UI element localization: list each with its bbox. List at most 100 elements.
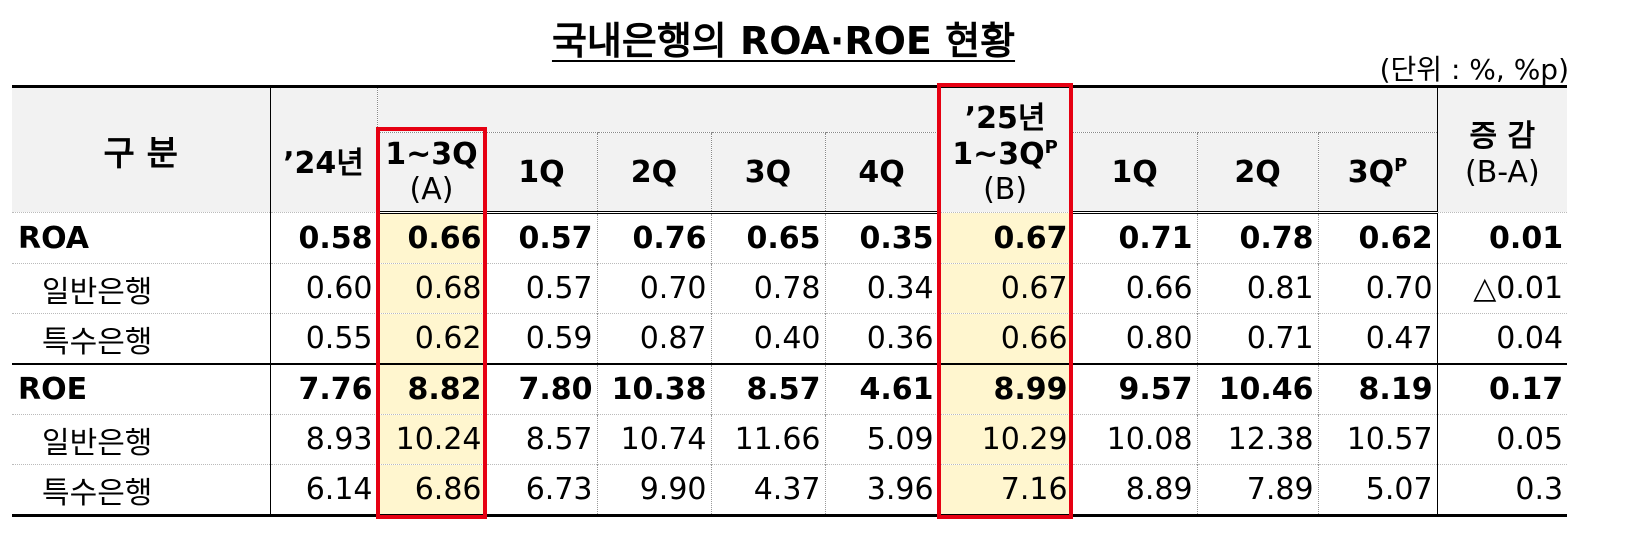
- table-header: 구 분 ’24년 ’25년 1~3QP (B) 증 감 (B-A) 1~3Q (…: [12, 85, 1568, 214]
- table-body: ROA 0.58 0.66 0.57 0.76 0.65 0.35 0.67 0.71 0.78 0…: [12, 212, 1568, 517]
- cell: 6.73: [485, 464, 597, 517]
- cell: 9.57: [1071, 363, 1198, 415]
- table-row: 일반은행 0.60 0.68 0.57 0.70 0.78 0.34 0.67 0.66 0.81…: [12, 263, 1568, 314]
- header-text: (B): [983, 172, 1028, 207]
- cell: 0.66: [376, 212, 486, 264]
- header-cell: 1Q: [485, 132, 597, 214]
- cell: 0.58: [269, 212, 377, 264]
- cell: 0.80: [1071, 313, 1198, 364]
- cell: 0.62: [1317, 212, 1438, 264]
- cell: 10.38: [596, 363, 711, 415]
- cell: 8.89: [1071, 464, 1198, 517]
- cell: 0.17: [1436, 363, 1568, 415]
- header-cell: ’24년: [269, 85, 377, 213]
- header-text: 1~3QP: [939, 137, 1072, 172]
- unit-note: (단위 : %, %p): [1379, 53, 1569, 86]
- row-label: ROE: [12, 363, 270, 415]
- cell: 7.89: [1196, 464, 1319, 517]
- cell: 0.59: [485, 313, 597, 364]
- cell: 0.57: [485, 263, 597, 314]
- title-text: 국내은행의 ROA·ROE 현황: [551, 19, 1016, 63]
- cell: 0.71: [1071, 212, 1198, 264]
- cell: 7.80: [485, 363, 597, 415]
- cell: 10.08: [1071, 414, 1198, 465]
- header-cell: 3Q: [710, 132, 825, 214]
- cell: 0.34: [824, 263, 939, 314]
- cell: 0.66: [937, 313, 1073, 364]
- cell: 0.68: [376, 263, 486, 314]
- row-label: 특수은행: [12, 464, 270, 517]
- header-cell: 증 감 (B-A): [1436, 85, 1568, 213]
- cell: 0.70: [1317, 263, 1438, 314]
- header-text: 3Q: [1347, 154, 1395, 190]
- row-label: 특수은행: [12, 313, 270, 364]
- cell: 10.24: [376, 414, 486, 465]
- row-label: ROA: [12, 212, 270, 264]
- cell: 0.70: [596, 263, 711, 314]
- row-label: 일반은행: [12, 263, 270, 314]
- cell: 0.67: [937, 212, 1073, 264]
- cell: 0.78: [1196, 212, 1319, 264]
- cell: 5.07: [1317, 464, 1438, 517]
- cell: 12.38: [1196, 414, 1319, 465]
- cell: 0.04: [1436, 313, 1568, 364]
- cell: 8.19: [1317, 363, 1438, 415]
- header-cell: ’25년 1~3QP (B): [937, 85, 1073, 213]
- cell: 11.66: [710, 414, 825, 465]
- cell: 0.66: [1071, 263, 1198, 314]
- cell: 3.96: [824, 464, 939, 517]
- header-cell: 2Q: [596, 132, 711, 214]
- cell: 8.57: [710, 363, 825, 415]
- header-cell: [376, 85, 939, 133]
- header-text: 증 감: [1469, 118, 1536, 154]
- table-row: 일반은행 8.93 10.24 8.57 10.74 11.66 5.09 10.29 10.0…: [12, 414, 1568, 465]
- cell: 10.46: [1196, 363, 1319, 415]
- cell: 0.65: [710, 212, 825, 264]
- title: 국내은행의 ROA·ROE 현황: [0, 10, 1567, 65]
- cell: 0.76: [596, 212, 711, 264]
- cell: 0.87: [596, 313, 711, 364]
- header-text: 1~3Q: [385, 137, 478, 172]
- table: 구 분 ’24년 ’25년 1~3QP (B) 증 감 (B-A) 1~3Q (…: [12, 85, 1568, 517]
- cell: 0.67: [937, 263, 1073, 314]
- cell: 8.93: [269, 414, 377, 465]
- cell: 0.60: [269, 263, 377, 314]
- header-cell: 3QP: [1317, 132, 1438, 214]
- superscript: P: [1044, 137, 1058, 158]
- cell: 8.57: [485, 414, 597, 465]
- table-row: 특수은행 6.14 6.86 6.73 9.90 4.37 3.96 7.16 8.89 7.89…: [12, 464, 1568, 517]
- cell: 0.78: [710, 263, 825, 314]
- cell: 5.09: [824, 414, 939, 465]
- cell: 10.57: [1317, 414, 1438, 465]
- cell: 8.82: [376, 363, 486, 415]
- header-cell: [1071, 85, 1438, 133]
- cell: 0.71: [1196, 313, 1319, 364]
- cell: 0.57: [485, 212, 597, 264]
- header-cell: 2Q: [1196, 132, 1319, 214]
- cell: 0.40: [710, 313, 825, 364]
- cell: 0.62: [376, 313, 486, 364]
- cell: 4.37: [710, 464, 825, 517]
- header-text: ’25년: [964, 101, 1046, 136]
- cell: 4.61: [824, 363, 939, 415]
- table-row: ROE 7.76 8.82 7.80 10.38 8.57 4.61 8.99 9.57 10.4…: [12, 363, 1568, 415]
- row-label: 일반은행: [12, 414, 270, 465]
- cell: △0.01: [1436, 263, 1568, 314]
- cell: 0.36: [824, 313, 939, 364]
- cell: 7.16: [937, 464, 1073, 517]
- table-row: 특수은행 0.55 0.62 0.59 0.87 0.40 0.36 0.66 0.80 0.71…: [12, 313, 1568, 364]
- header-cell: 구 분: [12, 85, 270, 213]
- cell: 6.14: [269, 464, 377, 517]
- header-text: (A): [409, 172, 454, 207]
- header-cell: 4Q: [824, 132, 939, 214]
- superscript: P: [1394, 154, 1408, 176]
- cell: 0.55: [269, 313, 377, 364]
- cell: 6.86: [376, 464, 486, 517]
- cell: 0.01: [1436, 212, 1568, 264]
- cell: 0.81: [1196, 263, 1319, 314]
- cell: 9.90: [596, 464, 711, 517]
- header-cell: 1~3Q (A): [376, 132, 486, 214]
- cell: 0.47: [1317, 313, 1438, 364]
- header-cell: 1Q: [1071, 132, 1198, 214]
